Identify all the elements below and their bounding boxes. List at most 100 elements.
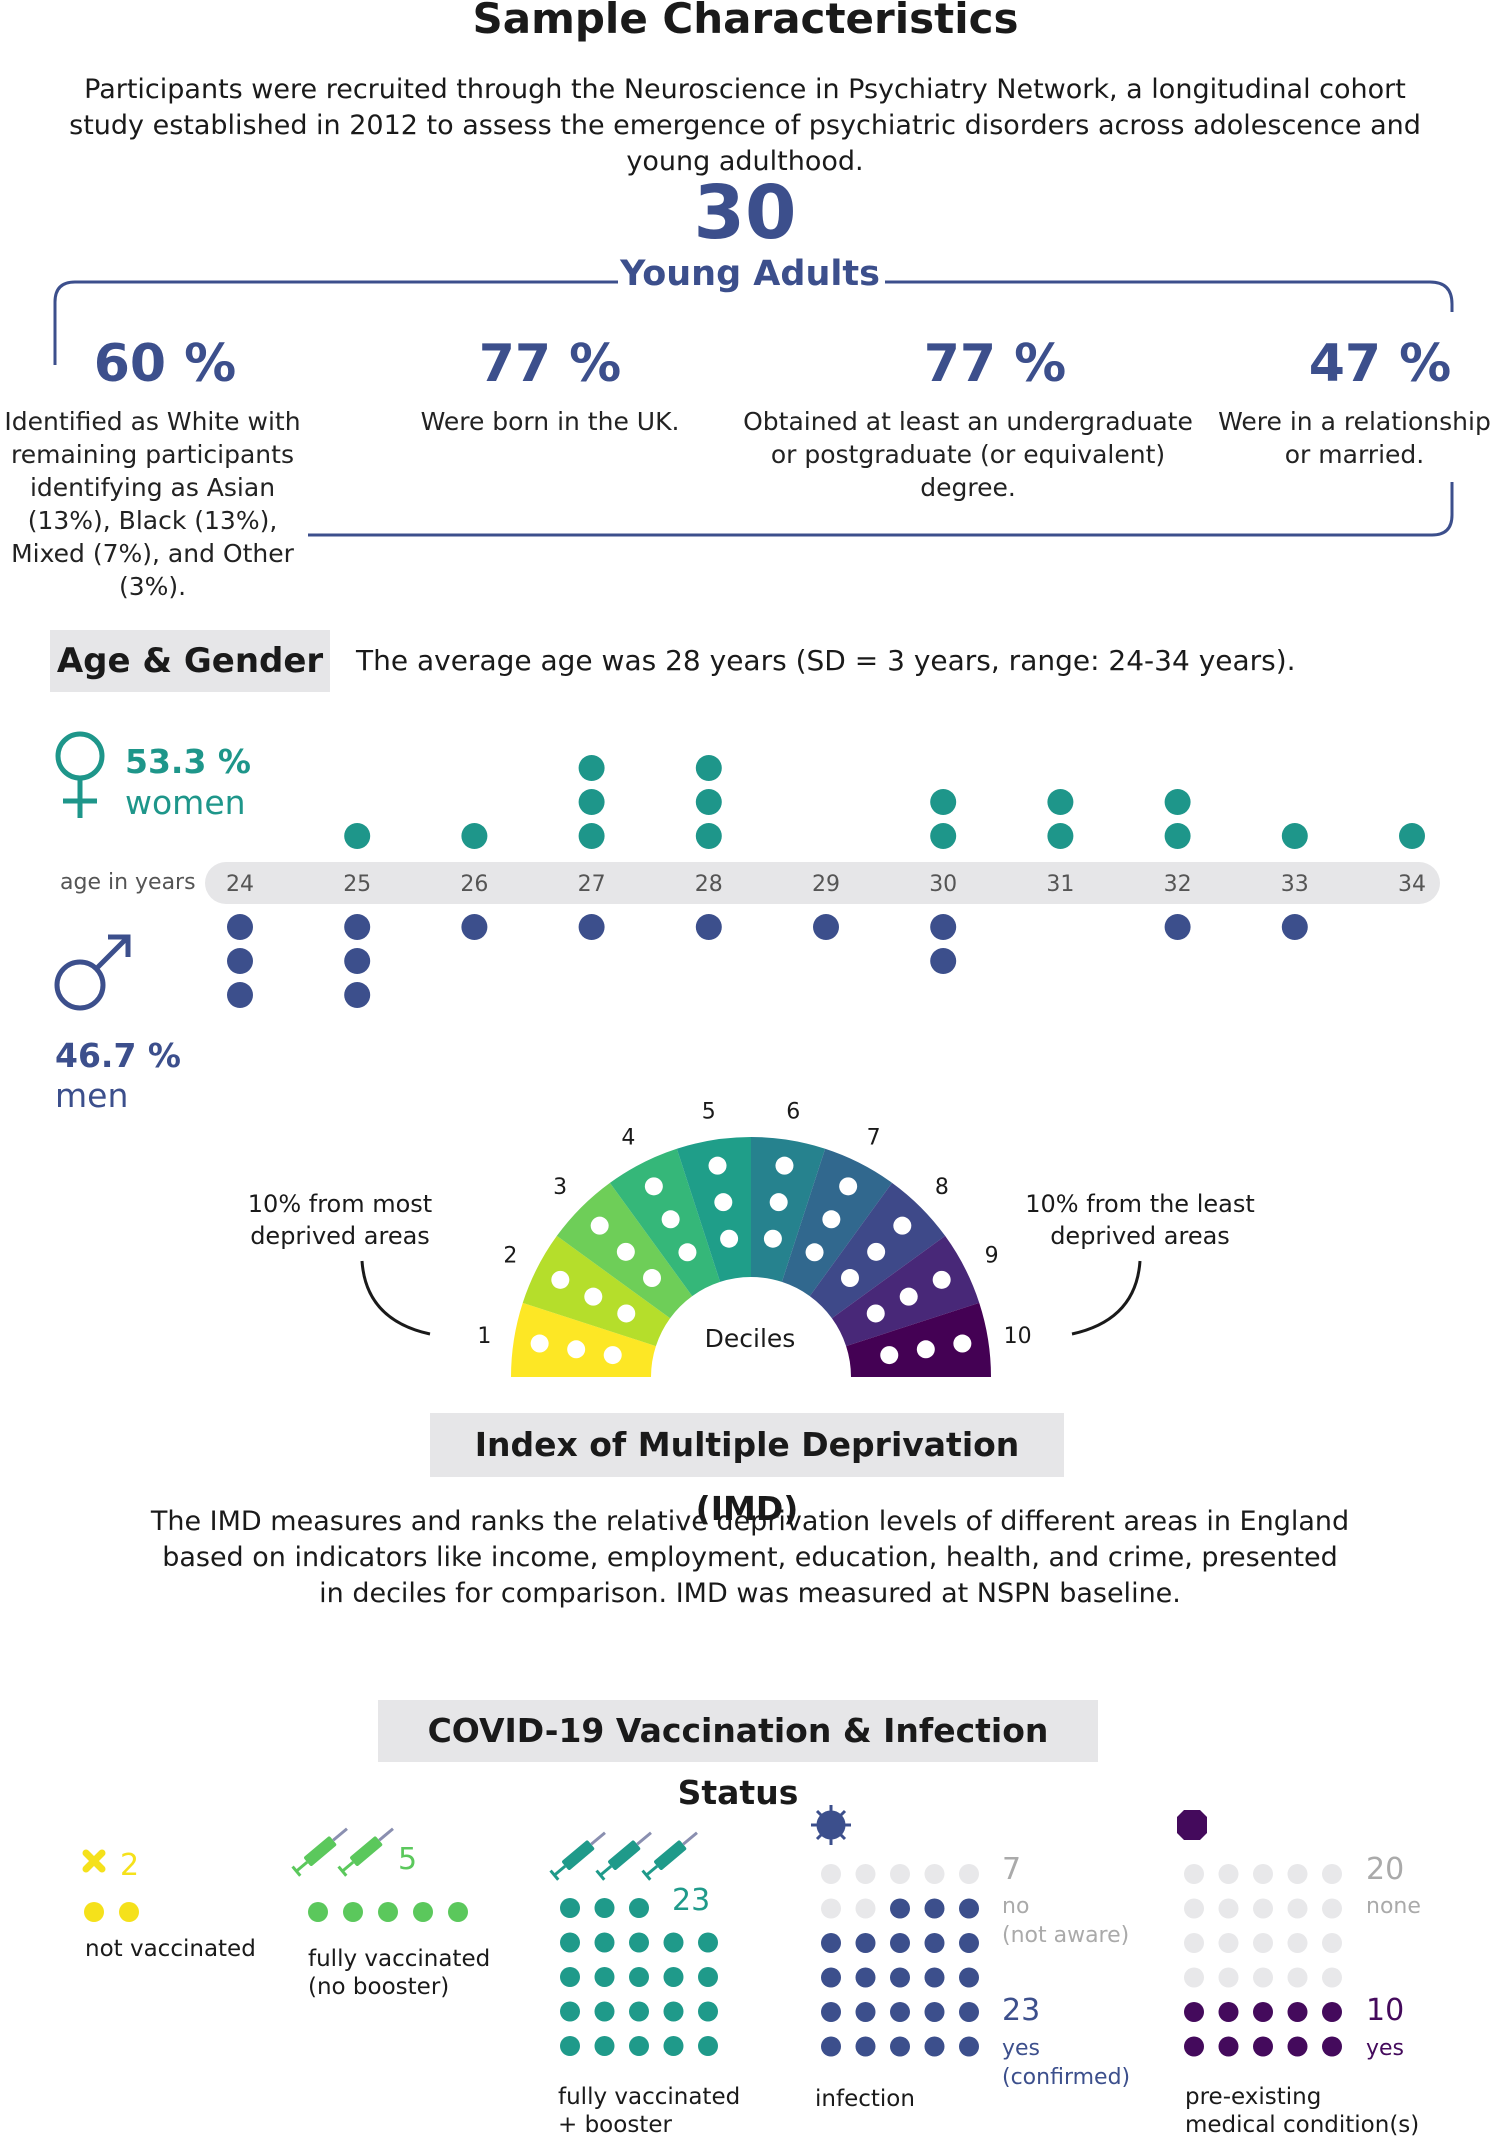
booster-dot: [560, 1932, 580, 1953]
infection-yes-dot: [890, 1933, 910, 1953]
infection-no-count: 7: [1002, 1852, 1022, 1887]
infection-yes-count: 23: [1002, 1993, 1041, 2028]
page-title: Sample Characteristics: [472, 0, 1019, 43]
condition-yes-dot: [1218, 2002, 1239, 2022]
imd-decile-label: 2: [503, 1243, 517, 1268]
men-dot: [344, 982, 371, 1008]
women-dot: [1164, 823, 1191, 849]
syringe-icon: [291, 1827, 348, 1877]
syringe-icon: [595, 1831, 652, 1881]
infection-no-label-1: no: [1002, 1894, 1030, 1919]
booster-dot: [663, 1932, 684, 1953]
women-dot: [1281, 823, 1308, 849]
booster-dot: [698, 2001, 718, 2022]
condition-none-dot: [1218, 1933, 1239, 1953]
women-pct: 53.3 %: [125, 742, 251, 781]
booster-dot: [629, 2036, 649, 2056]
age-tick-label: 28: [695, 872, 723, 897]
stat-relationship-pct: 47 %: [1308, 334, 1452, 394]
imd-participant-dot: [893, 1216, 912, 1235]
men-label: men: [55, 1076, 129, 1115]
imd-left-note: 10% from most deprived areas: [247, 1190, 433, 1250]
infection-yes-dot: [924, 2002, 945, 2022]
not-vaccinated-dot: [84, 1902, 104, 1922]
infection-yes-dot: [959, 2002, 979, 2022]
infection-no-dot: [855, 1864, 876, 1884]
men-dot: [344, 914, 371, 940]
imd-participant-dot: [916, 1340, 935, 1359]
infection-yes-dot: [959, 2036, 979, 2057]
infection-no-dot: [821, 1864, 841, 1884]
condition-none-dot: [1253, 1967, 1273, 1988]
condition-none-dot: [1184, 1898, 1204, 1919]
age-summary: The average age was 28 years (SD = 3 yea…: [356, 644, 1296, 677]
women-dot: [1047, 823, 1074, 849]
not-vaccinated-count: 2: [120, 1848, 140, 1883]
imd-participant-dot: [839, 1177, 858, 1196]
booster-dot: [594, 1898, 615, 1918]
imd-participant-dot: [953, 1334, 972, 1353]
infection-no-dot: [821, 1898, 841, 1919]
imd-participant-dot: [805, 1243, 824, 1262]
imd-participant-dot: [867, 1242, 886, 1261]
imd-right-note: 10% from the least deprived areas: [1025, 1190, 1255, 1250]
condition-none-dot: [1322, 1967, 1342, 1988]
booster-dot: [663, 2036, 684, 2056]
imd-decile-label: 8: [935, 1175, 949, 1200]
condition-caption-1: pre-existing: [1185, 2084, 1322, 2110]
condition-none-dot: [1184, 1933, 1204, 1953]
condition-none-dot: [1218, 1967, 1239, 1988]
infection-yes-dot: [821, 2002, 841, 2022]
infection-yes-label-1: yes: [1002, 2036, 1041, 2061]
imd-participant-dot: [840, 1269, 859, 1288]
condition-yes-dot: [1287, 2002, 1308, 2022]
intro-text: Participants were recruited through the …: [69, 74, 1421, 177]
imd-decile-label: 6: [786, 1099, 800, 1124]
imd-participant-dot: [899, 1287, 918, 1306]
condition-none-dot: [1253, 1864, 1273, 1884]
women-dot: [930, 823, 957, 849]
stat-born-uk-pct: 77 %: [478, 334, 622, 394]
condition-none-dot: [1287, 1898, 1308, 1919]
imd-participant-dot: [678, 1243, 697, 1262]
condition-none-dot: [1253, 1898, 1273, 1919]
condition-caption-2: medical condition(s): [1185, 2112, 1420, 2138]
infection-yes-dot: [959, 1933, 979, 1953]
age-gender-chart: 24 25 26 27 28 29 30 31 32 33 34: [54, 731, 1440, 1011]
stat-relationship-text: Were in a relationship or married.: [1218, 407, 1491, 469]
booster-dot: [698, 1932, 718, 1953]
age-tick-label: 26: [460, 872, 488, 897]
condition-yes-dot: [1253, 2002, 1273, 2022]
no-booster-dot: [343, 1902, 363, 1922]
not-vaccinated-dot: [119, 1902, 139, 1922]
imd-decile-label: 1: [477, 1324, 491, 1349]
imd-participant-dot: [590, 1216, 609, 1235]
imd-participant-dot: [644, 1177, 663, 1196]
infection-yes-dot: [959, 1967, 979, 1988]
no-booster-caption-1: fully vaccinated: [308, 1946, 491, 1972]
men-dot: [344, 948, 371, 974]
imd-decile-label: 9: [985, 1243, 999, 1268]
no-booster-dot: [308, 1902, 328, 1922]
imd-participant-dot: [567, 1340, 586, 1359]
imd-decile-label: 4: [621, 1125, 635, 1150]
women-dot: [1164, 789, 1191, 815]
imd-participant-dot: [661, 1210, 680, 1229]
stat-ethnicity-pct: 60 %: [93, 334, 237, 394]
booster-dot: [560, 1898, 580, 1918]
imd-participant-dot: [708, 1156, 727, 1175]
condition-yes-dot: [1253, 2036, 1273, 2057]
imd-heading: Index of Multiple Deprivation (IMD): [430, 1413, 1064, 1528]
no-booster-count: 5: [398, 1842, 418, 1877]
stats-bracket: [53, 280, 1454, 537]
imd-participant-dot: [616, 1242, 635, 1261]
infection-yes-dot: [821, 2036, 841, 2057]
imd-participant-dot: [932, 1270, 951, 1289]
age-tick-label: 29: [812, 872, 840, 897]
imd-participant-dot: [763, 1229, 782, 1248]
imd-participant-dot: [643, 1269, 662, 1288]
condition-none-dot: [1322, 1898, 1342, 1919]
condition-none-dot: [1322, 1933, 1342, 1953]
booster-caption-2: + booster: [558, 2112, 672, 2138]
condition-none-dot: [1287, 1864, 1308, 1884]
